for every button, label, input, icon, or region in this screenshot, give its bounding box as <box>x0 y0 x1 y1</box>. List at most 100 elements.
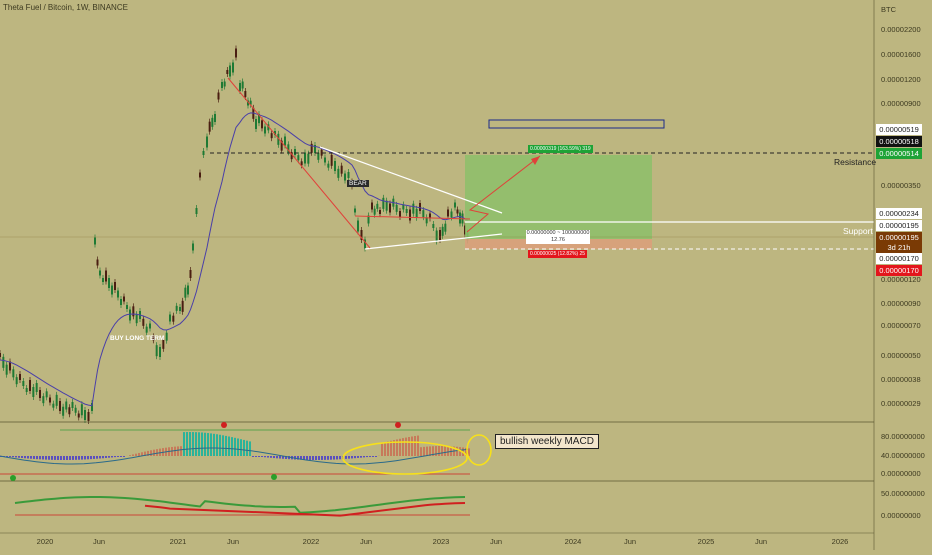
buy-long-label: BUY LONG TERM <box>110 335 164 342</box>
osc-tick: 0.00000000 <box>881 511 921 520</box>
macd-bar <box>45 456 47 460</box>
macd-bar <box>264 456 266 457</box>
macd-bar <box>60 456 62 460</box>
macd-bar <box>381 443 383 456</box>
macd-bar <box>132 454 134 456</box>
price-label: 0.00000195 <box>876 220 922 231</box>
position-mid-label[interactable]: 0.00000000 ~ 100000000 12.76 <box>526 230 590 244</box>
macd-bar <box>309 456 311 460</box>
macd-bar <box>249 441 251 456</box>
macd-bar <box>189 432 191 456</box>
price-target-box[interactable] <box>489 120 664 128</box>
macd-bar <box>333 456 335 460</box>
macd-bar <box>117 456 119 457</box>
candles-layer <box>0 46 469 425</box>
macd-bar <box>246 441 248 456</box>
macd-bar <box>105 456 107 458</box>
macd-bar <box>273 456 275 458</box>
macd-bar <box>111 456 113 457</box>
macd-bar <box>438 446 440 456</box>
macd-bar <box>177 446 179 456</box>
macd-bar <box>213 434 215 456</box>
macd-bar <box>315 456 317 460</box>
macd-bar <box>414 436 416 456</box>
macd-bar <box>372 456 374 457</box>
macd-bar <box>87 456 89 459</box>
macd-bar <box>57 456 59 460</box>
macd-bar <box>48 456 50 460</box>
price-label: 0.00000518 <box>876 136 922 147</box>
macd-bar <box>270 456 272 458</box>
price-tick: 0.00000120 <box>881 275 921 284</box>
support-label[interactable]: Support <box>843 226 873 236</box>
macd-bar <box>375 456 377 457</box>
macd-bar <box>420 447 422 456</box>
macd-bar <box>306 456 308 460</box>
time-tick: Jun <box>356 537 376 546</box>
time-tick: 2020 <box>35 537 55 546</box>
macd-bar <box>63 456 65 460</box>
macd-note[interactable]: bullish weekly MACD <box>495 434 599 449</box>
macd-bar <box>21 456 23 458</box>
macd-bar <box>42 456 44 459</box>
macd-bar <box>186 432 188 456</box>
macd-bar <box>405 438 407 456</box>
macd-bar <box>234 438 236 456</box>
time-tick: Jun <box>89 537 109 546</box>
macd-bar <box>423 447 425 456</box>
macd-bar <box>321 456 323 460</box>
macd-bar <box>369 456 371 457</box>
macd-bar <box>222 435 224 456</box>
macd-bar <box>366 456 368 457</box>
macd-bar <box>207 433 209 456</box>
macd-bar <box>51 456 53 460</box>
macd-bar <box>153 450 155 456</box>
macd-bar <box>75 456 77 460</box>
time-tick: Jun <box>486 537 506 546</box>
macd-bar <box>318 456 320 460</box>
macd-bar <box>102 456 104 458</box>
macd-bar <box>279 456 281 459</box>
macd-bar <box>444 446 446 456</box>
price-tick: 0.00000070 <box>881 321 921 330</box>
macd-bar <box>33 456 35 459</box>
stop-label: 0.00000025 (12.82%) 25 <box>528 250 587 258</box>
macd-bar <box>348 456 350 459</box>
macd-bar <box>417 436 419 456</box>
macd-tick: 0.00000000 <box>881 469 921 478</box>
macd-highlight-circle-small[interactable] <box>467 435 491 465</box>
macd-tick: 80.00000000 <box>881 432 925 441</box>
macd-bar <box>90 456 92 459</box>
macd-bar <box>336 456 338 459</box>
time-tick: Jun <box>751 537 771 546</box>
macd-bar <box>78 456 80 460</box>
macd-bar <box>252 456 254 457</box>
macd-bar <box>180 446 182 456</box>
macd-bar <box>324 456 326 460</box>
macd-bar <box>228 436 230 456</box>
price-label: 3d 21h <box>876 242 922 253</box>
macd-bar <box>312 456 314 460</box>
macd-bar <box>174 447 176 456</box>
resistance-label[interactable]: Resistance <box>834 157 876 167</box>
macd-bar <box>354 456 356 458</box>
price-label: 0.00000170 <box>876 253 922 264</box>
time-tick: 2022 <box>301 537 321 546</box>
macd-bar <box>72 456 74 460</box>
macd-bar <box>69 456 71 460</box>
macd-bar <box>129 455 131 456</box>
bear-badge: BEAR <box>347 180 369 187</box>
profit-zone[interactable] <box>465 155 652 239</box>
macd-bar <box>261 456 263 457</box>
macd-bar <box>363 456 365 457</box>
position-ratio: 12.76 <box>526 237 590 244</box>
macd-bar <box>387 442 389 456</box>
macd-bar <box>138 453 140 456</box>
macd-bar <box>123 456 125 457</box>
macd-bar <box>255 456 257 457</box>
macd-bar <box>426 447 428 456</box>
time-tick: 2024 <box>563 537 583 546</box>
macd-bar <box>18 456 20 458</box>
